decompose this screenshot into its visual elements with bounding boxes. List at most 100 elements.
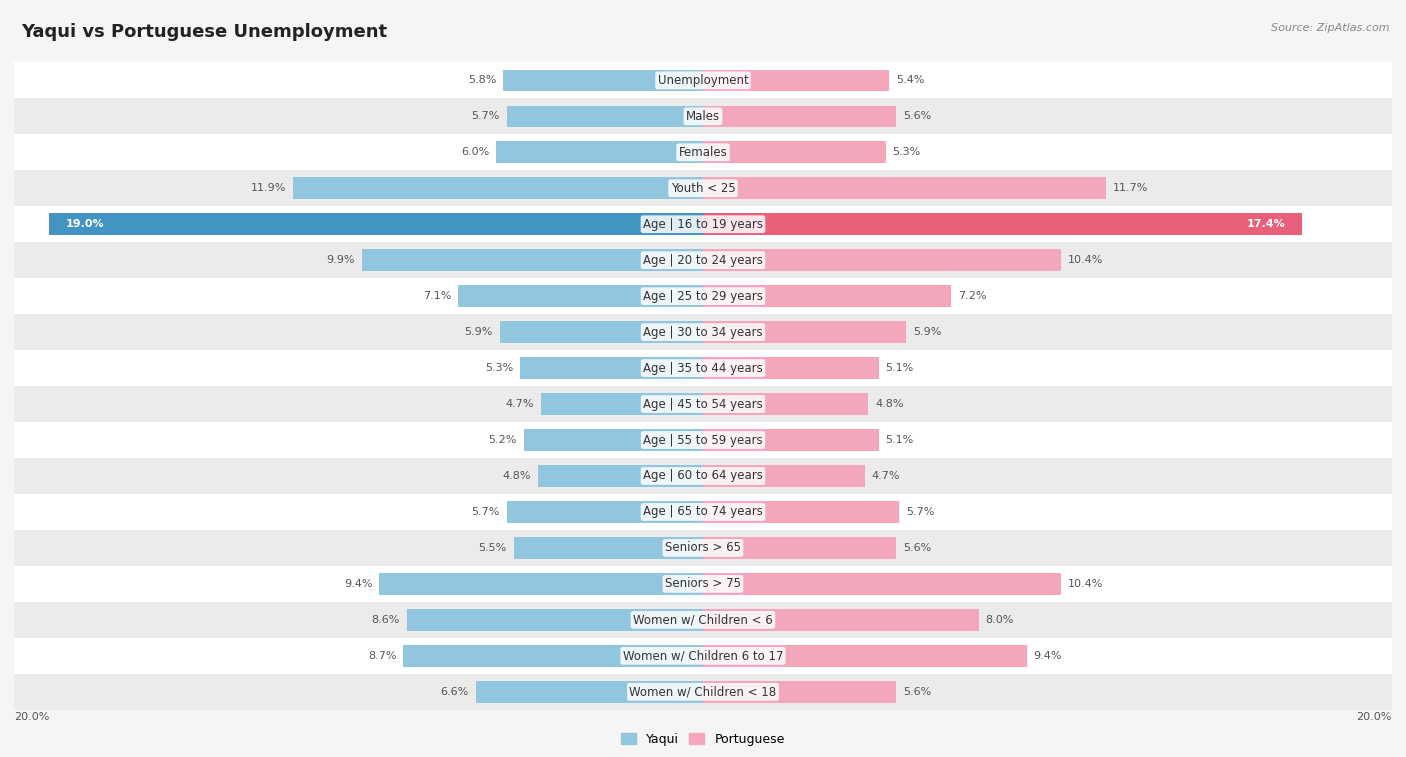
Text: 5.3%: 5.3% bbox=[893, 148, 921, 157]
Text: Age | 20 to 24 years: Age | 20 to 24 years bbox=[643, 254, 763, 266]
Bar bbox=[703, 249, 1062, 271]
Bar bbox=[703, 177, 1107, 199]
Text: Age | 35 to 44 years: Age | 35 to 44 years bbox=[643, 362, 763, 375]
Text: Women w/ Children < 6: Women w/ Children < 6 bbox=[633, 613, 773, 626]
Text: 5.1%: 5.1% bbox=[886, 363, 914, 373]
Bar bbox=[361, 249, 703, 271]
Bar bbox=[14, 638, 1392, 674]
Legend: Yaqui, Portuguese: Yaqui, Portuguese bbox=[616, 728, 790, 751]
Bar bbox=[14, 458, 1392, 494]
Bar bbox=[404, 645, 703, 667]
Text: 5.6%: 5.6% bbox=[903, 687, 931, 696]
Bar bbox=[14, 494, 1392, 530]
Text: Age | 30 to 34 years: Age | 30 to 34 years bbox=[643, 326, 763, 338]
Bar bbox=[513, 537, 703, 559]
Bar bbox=[703, 537, 896, 559]
Text: 11.9%: 11.9% bbox=[250, 183, 287, 193]
Bar bbox=[380, 573, 703, 595]
Text: 5.6%: 5.6% bbox=[903, 111, 931, 121]
Text: 20.0%: 20.0% bbox=[14, 712, 49, 721]
Text: Seniors > 65: Seniors > 65 bbox=[665, 541, 741, 554]
Text: Source: ZipAtlas.com: Source: ZipAtlas.com bbox=[1271, 23, 1389, 33]
Text: 5.5%: 5.5% bbox=[478, 543, 506, 553]
Text: 6.6%: 6.6% bbox=[440, 687, 468, 696]
Bar bbox=[406, 609, 703, 631]
Bar bbox=[524, 429, 703, 451]
Text: 4.8%: 4.8% bbox=[502, 471, 531, 481]
Bar bbox=[541, 394, 703, 415]
Text: 8.0%: 8.0% bbox=[986, 615, 1014, 625]
Text: Age | 45 to 54 years: Age | 45 to 54 years bbox=[643, 397, 763, 410]
Bar bbox=[703, 466, 865, 487]
Bar bbox=[496, 142, 703, 163]
Text: Age | 55 to 59 years: Age | 55 to 59 years bbox=[643, 434, 763, 447]
Bar bbox=[14, 386, 1392, 422]
Text: 20.0%: 20.0% bbox=[1357, 712, 1392, 721]
Text: Age | 16 to 19 years: Age | 16 to 19 years bbox=[643, 218, 763, 231]
Bar bbox=[703, 609, 979, 631]
Text: Yaqui vs Portuguese Unemployment: Yaqui vs Portuguese Unemployment bbox=[21, 23, 387, 41]
Text: 17.4%: 17.4% bbox=[1246, 220, 1285, 229]
Bar bbox=[703, 645, 1026, 667]
Bar bbox=[703, 573, 1062, 595]
Bar bbox=[14, 170, 1392, 206]
Text: 10.4%: 10.4% bbox=[1069, 255, 1104, 265]
Text: 5.6%: 5.6% bbox=[903, 543, 931, 553]
Bar bbox=[475, 681, 703, 702]
Text: 9.4%: 9.4% bbox=[1033, 651, 1062, 661]
Bar bbox=[506, 501, 703, 523]
Bar bbox=[703, 105, 896, 127]
Bar bbox=[14, 674, 1392, 710]
Bar bbox=[14, 566, 1392, 602]
Bar bbox=[14, 314, 1392, 350]
Text: 4.8%: 4.8% bbox=[875, 399, 904, 409]
Text: 5.7%: 5.7% bbox=[907, 507, 935, 517]
Text: 19.0%: 19.0% bbox=[66, 220, 104, 229]
Bar bbox=[703, 213, 1302, 235]
Text: 4.7%: 4.7% bbox=[506, 399, 534, 409]
Bar bbox=[703, 681, 896, 702]
Bar bbox=[14, 350, 1392, 386]
Bar bbox=[703, 285, 950, 307]
Bar bbox=[506, 105, 703, 127]
Bar bbox=[703, 70, 889, 91]
Text: 9.9%: 9.9% bbox=[326, 255, 356, 265]
Bar bbox=[703, 429, 879, 451]
Text: 5.1%: 5.1% bbox=[886, 435, 914, 445]
Bar bbox=[14, 98, 1392, 134]
Bar bbox=[14, 602, 1392, 638]
Text: Females: Females bbox=[679, 146, 727, 159]
Text: Women w/ Children < 18: Women w/ Children < 18 bbox=[630, 685, 776, 698]
Text: 5.8%: 5.8% bbox=[468, 76, 496, 86]
Text: 5.7%: 5.7% bbox=[471, 507, 499, 517]
Text: 5.2%: 5.2% bbox=[489, 435, 517, 445]
Text: 7.2%: 7.2% bbox=[957, 291, 987, 301]
Text: 5.7%: 5.7% bbox=[471, 111, 499, 121]
Bar bbox=[14, 206, 1392, 242]
Text: Males: Males bbox=[686, 110, 720, 123]
Bar bbox=[48, 213, 703, 235]
Bar bbox=[14, 62, 1392, 98]
Bar bbox=[703, 394, 869, 415]
Bar bbox=[537, 466, 703, 487]
Text: Age | 65 to 74 years: Age | 65 to 74 years bbox=[643, 506, 763, 519]
Text: 11.7%: 11.7% bbox=[1114, 183, 1149, 193]
Text: 5.4%: 5.4% bbox=[896, 76, 924, 86]
Text: Age | 60 to 64 years: Age | 60 to 64 years bbox=[643, 469, 763, 482]
Text: 10.4%: 10.4% bbox=[1069, 579, 1104, 589]
Bar bbox=[520, 357, 703, 378]
Bar bbox=[14, 422, 1392, 458]
Text: Seniors > 75: Seniors > 75 bbox=[665, 578, 741, 590]
Text: 8.7%: 8.7% bbox=[368, 651, 396, 661]
Text: 6.0%: 6.0% bbox=[461, 148, 489, 157]
Bar bbox=[499, 321, 703, 343]
Text: Youth < 25: Youth < 25 bbox=[671, 182, 735, 195]
Text: Unemployment: Unemployment bbox=[658, 74, 748, 87]
Bar bbox=[292, 177, 703, 199]
Bar bbox=[14, 530, 1392, 566]
Bar bbox=[703, 321, 907, 343]
Text: 9.4%: 9.4% bbox=[344, 579, 373, 589]
Bar bbox=[703, 142, 886, 163]
Text: 5.9%: 5.9% bbox=[464, 327, 494, 337]
Bar bbox=[14, 134, 1392, 170]
